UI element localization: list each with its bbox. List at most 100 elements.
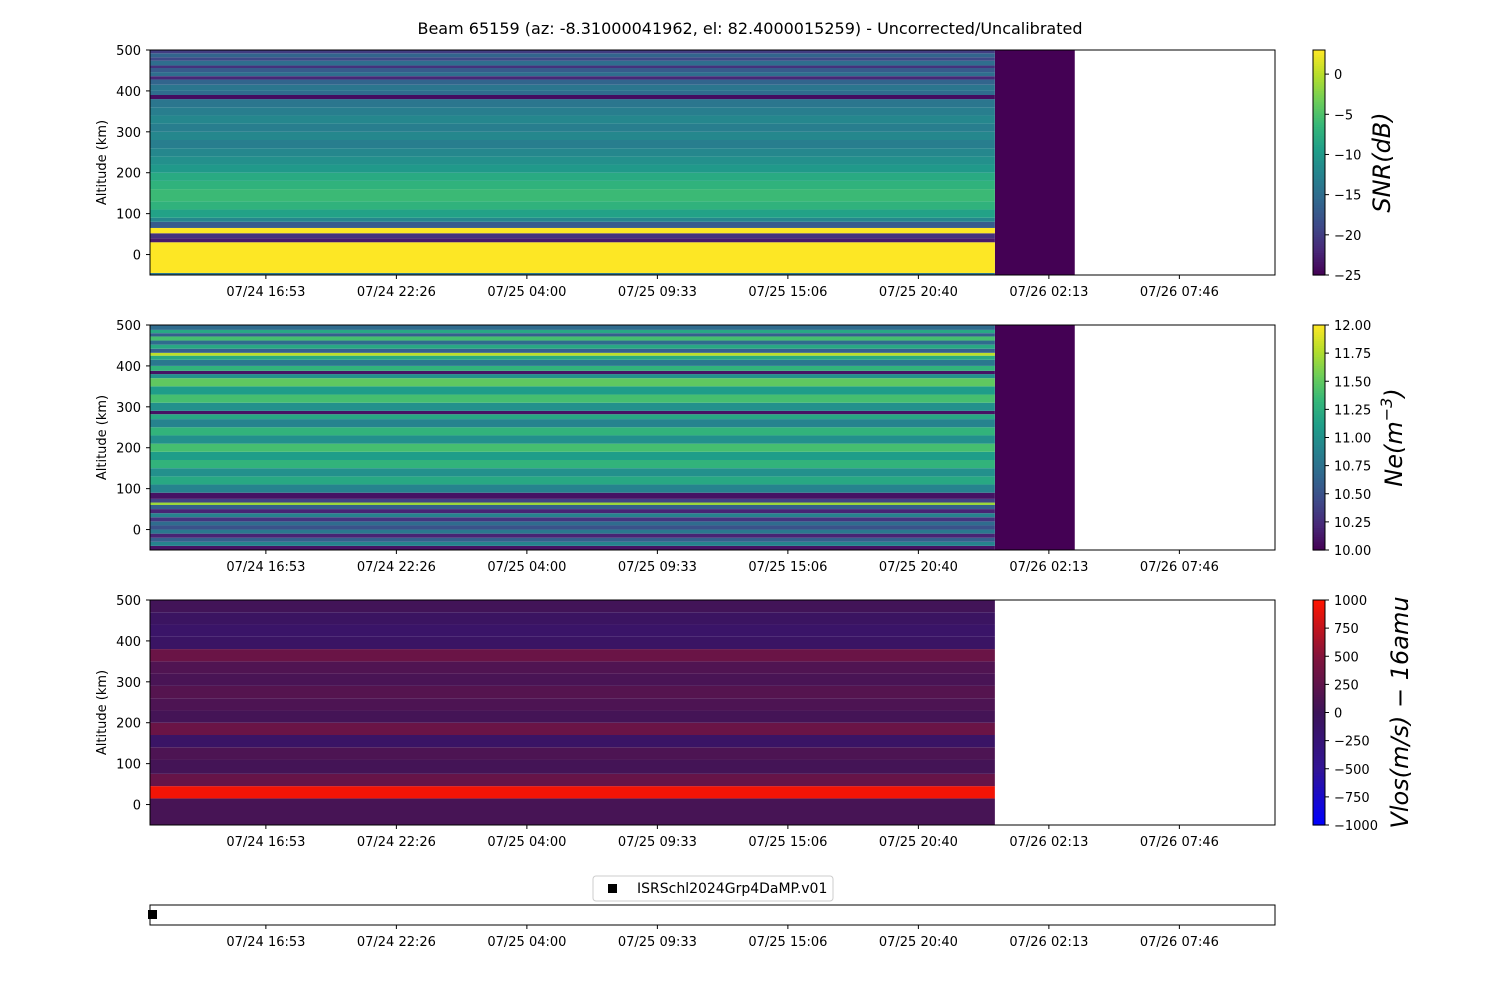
colorbar-segment [1313,72,1325,76]
colorbar-segment [1313,439,1325,443]
heatmap-band [150,468,995,477]
colorbar-segment [1313,70,1325,74]
panel-ne: 0 100 200 300 400 500 Altitude (km) 07/24 16:53… [95,319,1408,575]
x-tick-label: 07/25 15:06 [748,935,827,950]
colorbar-segment [1313,708,1325,711]
x-tick-label: 07/26 07:46 [1140,835,1219,850]
heatmap-band [150,221,995,228]
colorbar-segment [1313,403,1325,407]
colorbar-segment [1313,356,1325,360]
colorbar-segment [1313,155,1325,159]
colorbar-segment [1313,198,1325,202]
heatmap-band [150,76,995,80]
heatmap-band [150,329,995,334]
colorbar-segment [1313,602,1325,606]
colorbar-segment [1313,676,1325,680]
x-tick-label: 07/26 07:46 [1140,935,1219,950]
colorbar-segment [1313,250,1325,254]
heatmap-band [150,99,995,108]
colorbar-segment [1313,394,1325,398]
colorbar-segment [1313,437,1325,441]
colorbar-segment [1313,460,1325,463]
colorbar-segment [1313,428,1325,432]
colorbar-segment [1313,406,1325,409]
colorbar-segment [1313,444,1325,448]
colorbar-segment [1313,672,1325,675]
colorbar-segment [1313,410,1325,414]
colorbar-segment [1313,681,1325,684]
colorbar-segment [1313,272,1325,276]
colorbar-segment [1313,397,1325,400]
heatmap-band [150,537,995,542]
colorbar-segment [1313,478,1325,481]
colorbar-segment [1313,604,1325,608]
colorbar-segment [1313,331,1325,335]
heatmap-band [150,107,995,116]
y-tick-label: 0 [133,249,141,264]
colorbar-segment [1313,663,1325,666]
colorbar-tick-label: 10.75 [1334,460,1371,475]
y-tick-label: 500 [116,594,141,609]
colorbar-segment [1313,620,1325,624]
colorbar-segment [1313,239,1325,242]
heatmap-band [150,57,995,61]
x-tick-label: 07/26 02:13 [1009,285,1088,300]
colorbar-segment [1313,399,1325,403]
colorbar-segment [1313,514,1325,517]
colorbar-segment [1313,189,1325,193]
colorbar-segment [1313,101,1325,105]
colorbar-segment [1313,370,1325,373]
colorbar-segment [1313,137,1325,141]
x-tick-label: 07/24 22:26 [357,835,436,850]
colorbar-segment [1313,813,1325,817]
colorbar-segment [1313,221,1325,224]
colorbar-segment [1313,104,1325,107]
y-tick-label: 300 [116,676,141,691]
heatmap-band [150,685,995,699]
heatmap-band [150,359,995,366]
colorbar-segment [1313,236,1325,240]
plot-panels: 0 100 200 300 400 500 Altitude (km) 07/24 16:53… [95,44,1414,850]
colorbar-segment [1313,367,1325,371]
colorbar-segment [1313,541,1325,544]
colorbar-segment [1313,59,1325,62]
colorbar-segment [1313,547,1325,551]
heatmap-band [150,673,995,686]
colorbar-segment [1313,726,1325,729]
colorbar-segment [1313,263,1325,267]
x-tick-label: 07/25 09:33 [618,835,697,850]
colorbar-segment [1313,392,1325,396]
heatmap-band [150,502,995,505]
colorbar-segment [1313,500,1325,504]
heatmap-band [150,435,995,444]
colorbar-segment [1313,95,1325,98]
colorbar-segment [1313,205,1325,209]
colorbar-segment [1313,536,1325,540]
colorbar-segment [1313,227,1325,231]
legend-label: ISRSchl2024Grp4DaMP.v01 [637,881,827,897]
heatmap-band [150,344,995,349]
colorbar-segment [1313,645,1325,648]
colorbar-segment [1313,164,1325,168]
colorbar-segment [1313,658,1325,662]
colorbar-segment [1313,358,1325,362]
colorbar-segment [1313,516,1325,520]
colorbar-frame [1312,49,1326,276]
colorbar-segment [1313,491,1325,495]
colorbar-segment [1313,191,1325,195]
colorbar-segment [1313,169,1325,173]
legend-box [592,875,834,902]
y-tick-label: 400 [116,360,141,375]
heatmap-band [150,123,995,132]
colorbar-tick-label: −500 [1334,763,1370,778]
colorbar-segment [1313,230,1325,233]
heatmap-band [150,786,995,799]
colorbar-segment [1313,158,1325,161]
heatmap-band [150,624,995,637]
heatmap-band [150,505,995,510]
colorbar-segment [1313,327,1325,331]
colorbar-tick-label: 0 [1334,68,1342,83]
colorbar-segment [1313,131,1325,134]
colorbar-segment [1313,232,1325,236]
colorbar-segment [1313,453,1325,457]
